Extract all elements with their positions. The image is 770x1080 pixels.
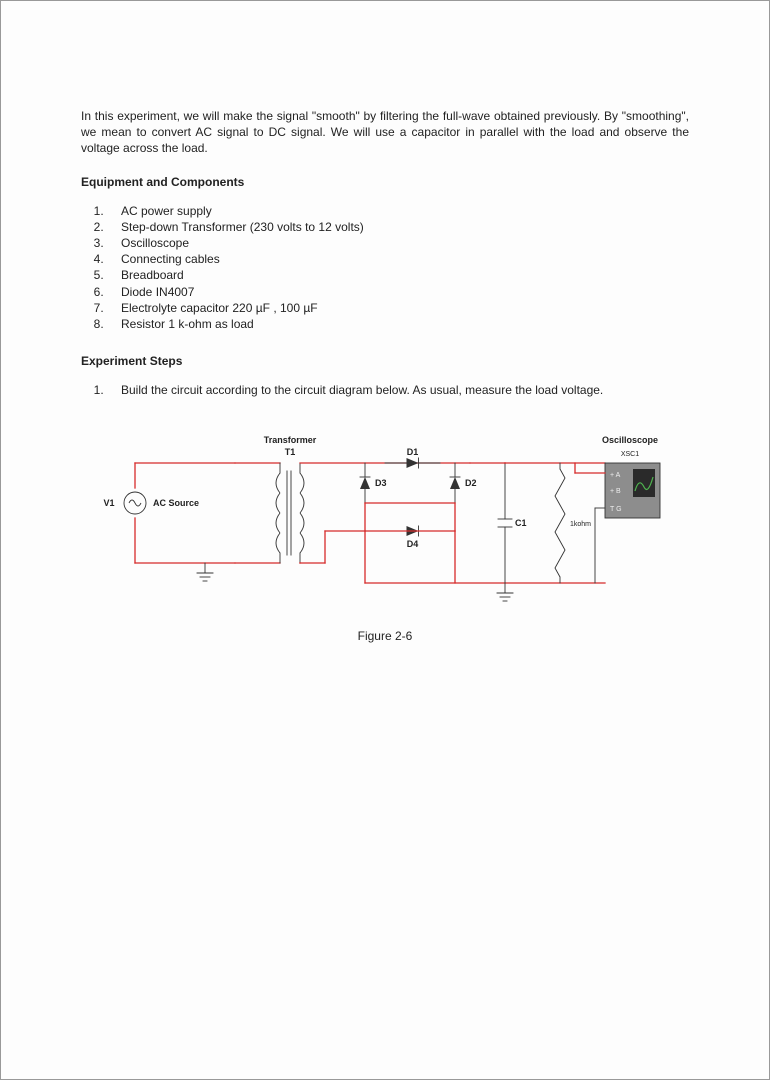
svg-text:D4: D4 (407, 539, 419, 549)
svg-text:XSC1: XSC1 (621, 451, 639, 458)
intro-paragraph: In this experiment, we will make the sig… (81, 108, 689, 157)
document-page: In this experiment, we will make the sig… (0, 0, 770, 1080)
svg-text:T G: T G (610, 506, 622, 513)
steps-heading: Experiment Steps (81, 354, 689, 368)
list-item: Electrolyte capacitor 220 µF , 100 µF (107, 300, 689, 316)
equipment-list: AC power supply Step-down Transformer (2… (81, 203, 689, 333)
list-item: Build the circuit according to the circu… (107, 382, 689, 398)
equipment-heading: Equipment and Components (81, 175, 689, 189)
svg-text:+ B: + B (610, 488, 621, 495)
figure-container: V1 AC Source Transformer T1 D1 D4 D3 D2 C1 1kohm O… (81, 408, 689, 643)
svg-text:D2: D2 (465, 478, 477, 488)
svg-text:C1: C1 (515, 518, 527, 528)
svg-text:1kohm: 1kohm (570, 521, 591, 528)
svg-text:Oscilloscope: Oscilloscope (602, 435, 658, 445)
svg-text:V1: V1 (103, 498, 114, 508)
steps-list: Build the circuit according to the circu… (81, 382, 689, 398)
list-item: Breadboard (107, 267, 689, 283)
svg-text:D1: D1 (407, 447, 419, 457)
svg-text:Transformer: Transformer (264, 435, 317, 445)
list-item: Step-down Transformer (230 volts to 12 v… (107, 219, 689, 235)
svg-text:+ A: + A (610, 472, 621, 479)
svg-text:AC Source: AC Source (153, 498, 199, 508)
svg-text:T1: T1 (285, 447, 296, 457)
list-item: Diode IN4007 (107, 284, 689, 300)
circuit-diagram: V1 AC Source Transformer T1 D1 D4 D3 D2 C1 1kohm O… (85, 408, 685, 618)
list-item: AC power supply (107, 203, 689, 219)
figure-caption: Figure 2-6 (81, 629, 689, 643)
list-item: Oscilloscope (107, 235, 689, 251)
list-item: Connecting cables (107, 251, 689, 267)
list-item: Resistor 1 k-ohm as load (107, 316, 689, 332)
svg-text:D3: D3 (375, 478, 387, 488)
